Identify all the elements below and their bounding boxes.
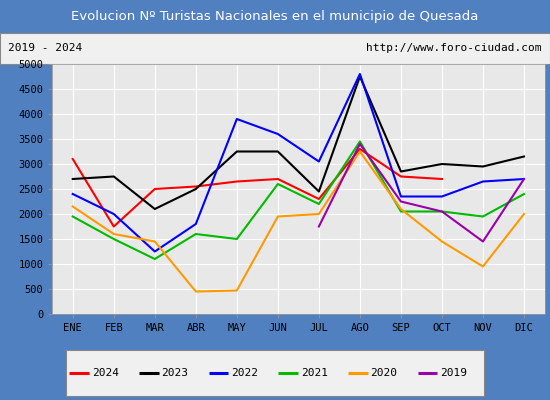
Text: http://www.foro-ciudad.com: http://www.foro-ciudad.com (366, 43, 542, 53)
Text: 2022: 2022 (231, 368, 258, 378)
Text: 2019: 2019 (440, 368, 467, 378)
Text: 2020: 2020 (371, 368, 398, 378)
Text: 2019 - 2024: 2019 - 2024 (8, 43, 82, 53)
Text: 2024: 2024 (92, 368, 119, 378)
Text: 2023: 2023 (162, 368, 189, 378)
Text: 2021: 2021 (301, 368, 328, 378)
Text: Evolucion Nº Turistas Nacionales en el municipio de Quesada: Evolucion Nº Turistas Nacionales en el m… (72, 10, 478, 23)
